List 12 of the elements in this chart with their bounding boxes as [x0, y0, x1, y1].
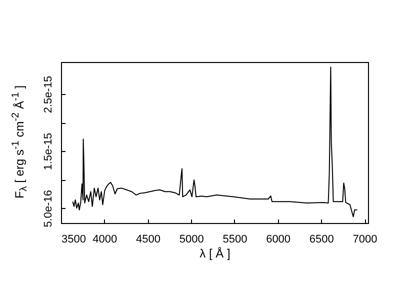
x-tick-label: 7000	[352, 234, 378, 246]
x-tick-label: 6000	[266, 234, 291, 246]
y-tick-label: 5.0e-16	[42, 190, 54, 228]
x-tick-label: 4000	[92, 234, 118, 246]
y-tick-label: 2.5e-15	[42, 76, 54, 114]
x-tick-label: 5500	[222, 234, 248, 246]
x-tick-label: 5000	[179, 234, 204, 246]
x-tick-label: 6500	[309, 234, 334, 246]
x-tick-label: 3500	[62, 234, 86, 246]
y-tick-label: 1.5e-15	[42, 132, 54, 170]
x-axis-title: λ [ Å ]	[200, 246, 230, 260]
x-tick-label: 4500	[136, 234, 160, 246]
